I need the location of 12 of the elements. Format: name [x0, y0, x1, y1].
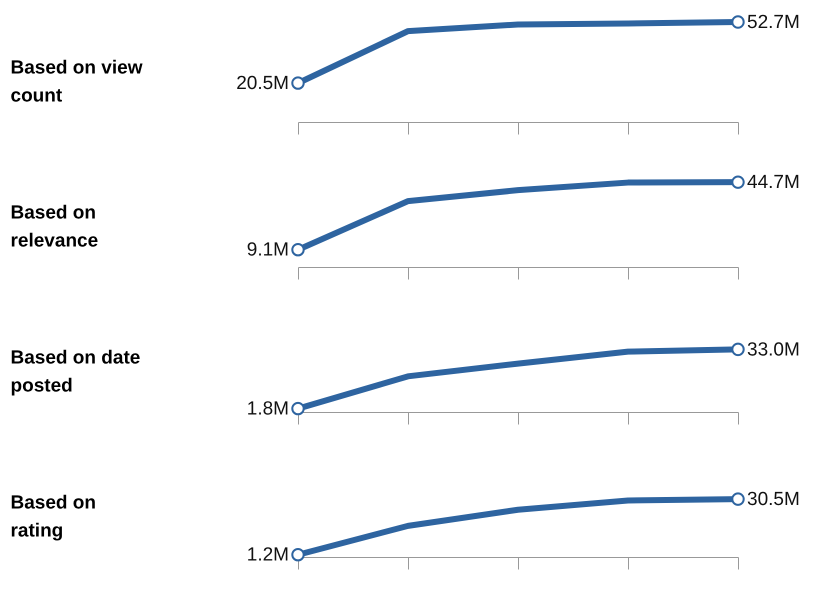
data-label: 52.7M — [747, 12, 800, 33]
data-label: 1.2M — [246, 544, 289, 566]
y-axis-title: Based on rating — [10, 492, 96, 542]
data-label: 44.7M — [747, 172, 800, 194]
y-axis-title: Based on relevance — [10, 202, 98, 252]
data-label: 20.5M — [236, 73, 289, 94]
y-axis-title: Based on view count — [10, 58, 143, 106]
data-label: 1.8M — [246, 398, 289, 420]
data-label: 9.1M — [246, 240, 289, 261]
data-label: 30.5M — [747, 489, 800, 510]
data-label: 33.0M — [747, 339, 800, 360]
y-axis-title: Based on date posted — [10, 348, 140, 396]
